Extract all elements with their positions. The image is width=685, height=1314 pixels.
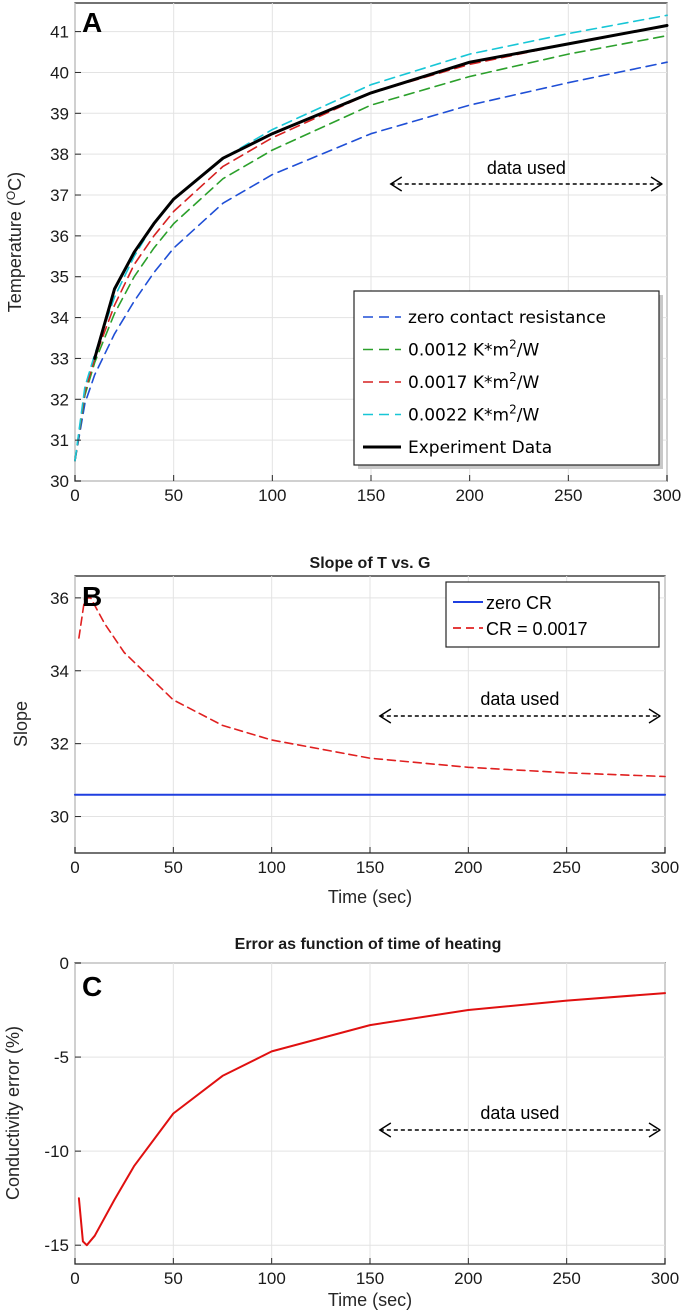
y-tick-label: 33 xyxy=(50,349,69,368)
y-tick-label: 0 xyxy=(60,954,69,973)
x-tick-label: 150 xyxy=(356,1269,384,1288)
x-tick-label: 100 xyxy=(257,1269,285,1288)
panel-b-ylabel: Slope xyxy=(11,701,31,747)
y-tick-label: 34 xyxy=(50,309,69,328)
panel-c-grid xyxy=(74,962,666,1264)
panel-b-data-used-annotation: data used xyxy=(378,689,661,724)
x-tick-label: 0 xyxy=(70,486,79,505)
panel-c-series xyxy=(77,992,666,1247)
x-tick-label: 150 xyxy=(357,486,385,505)
panel-c: Error as function of time of heating 0 50… xyxy=(3,936,679,1310)
panel-b-label: B xyxy=(82,581,102,612)
panel-b-series xyxy=(74,597,666,796)
legend-b-entry-label-1: CR = 0.0017 xyxy=(486,619,588,639)
x-tick-label: 200 xyxy=(455,486,483,505)
y-tick-label: 31 xyxy=(50,431,69,450)
panel-b-xlabel: Time (sec) xyxy=(328,887,412,907)
panel-b-legend: zero CR CR = 0.0017 xyxy=(445,581,660,648)
data-used-arrow-head-left xyxy=(389,176,403,192)
x-tick-label: 250 xyxy=(552,1269,580,1288)
panel-b-series-line-1 xyxy=(78,597,666,778)
y-tick-label: 37 xyxy=(50,186,69,205)
data-used-label: data used xyxy=(487,158,566,178)
x-tick-label: 200 xyxy=(454,858,482,877)
panel-b-title: Slope of T vs. G xyxy=(310,555,431,572)
y-tick-label: 32 xyxy=(50,390,69,409)
panel-a-series-line-3 xyxy=(74,14,668,462)
y-tick-label: 40 xyxy=(50,63,69,82)
y-tick-label: -15 xyxy=(44,1236,69,1255)
x-tick-label: 300 xyxy=(651,858,679,877)
x-tick-label: 50 xyxy=(164,1269,183,1288)
y-tick-label: 32 xyxy=(50,735,69,754)
data-used-arrow-head-right xyxy=(648,1122,661,1138)
panel-c-series-line-0 xyxy=(77,992,666,1247)
x-tick-label: 250 xyxy=(554,486,582,505)
x-tick-label: 0 xyxy=(70,1269,79,1288)
panel-a-series xyxy=(74,14,669,462)
panel-a-legend-box xyxy=(353,290,660,466)
x-tick-label: 300 xyxy=(651,1269,679,1288)
y-tick-label: 34 xyxy=(50,662,69,681)
x-tick-label: 50 xyxy=(164,486,183,505)
panel-a-legend: zero contact resistance 0.0012 K*m2/W 0.00… xyxy=(353,290,663,469)
x-tick-label: 100 xyxy=(258,486,286,505)
x-tick-label: 0 xyxy=(70,858,79,877)
y-tick-label: 36 xyxy=(50,589,69,608)
panel-b-legend-box xyxy=(445,581,660,648)
legend-entry-label-4: Experiment Data xyxy=(408,438,552,458)
panel-c-title: Error as function of time of heating xyxy=(235,936,502,953)
panel-a-data-used-annotation: data used xyxy=(389,158,663,192)
x-tick-label: 300 xyxy=(653,486,681,505)
panel-b-ticks: 0 50 100 150 200 250 300 30 32 34 36 xyxy=(50,589,679,877)
y-tick-label: 30 xyxy=(50,808,69,827)
x-tick-label: 250 xyxy=(552,858,580,877)
panel-b: Slope of T vs. G 0 50 100 150 200 250 300 30 32 3… xyxy=(11,555,679,907)
panel-a-label: A xyxy=(82,7,102,38)
panel-a-series-line-0 xyxy=(74,61,668,462)
data-used-label: data used xyxy=(480,689,559,709)
data-used-arrow-head-right xyxy=(650,176,663,192)
y-tick-label: -10 xyxy=(44,1142,69,1161)
data-used-arrow-head-left xyxy=(378,1122,392,1138)
y-tick-label: 30 xyxy=(50,472,69,491)
panel-a-series-line-1 xyxy=(74,34,668,462)
x-tick-label: 50 xyxy=(164,858,183,877)
y-tick-label: 39 xyxy=(50,104,69,123)
y-tick-label: 35 xyxy=(50,268,69,287)
panel-c-xlabel: Time (sec) xyxy=(328,1290,412,1310)
panel-a-series-line-4 xyxy=(93,24,669,360)
panel-c-ylabel: Conductivity error (%) xyxy=(3,1026,23,1200)
panel-c-ticks: 0 50 100 150 200 250 300 -15 -10 -5 0 xyxy=(44,954,679,1288)
legend-entry-label-2: 0.0017 K*m2/W xyxy=(408,370,539,393)
x-tick-label: 100 xyxy=(257,858,285,877)
panel-a-ticks: 0 50 100 150 200 250 300 30 31 32 33 34 35 36 37 38 39 40… xyxy=(50,23,681,505)
x-tick-label: 150 xyxy=(356,858,384,877)
legend-entry-label-3: 0.0022 K*m2/W xyxy=(408,403,539,426)
data-used-arrow-head-right xyxy=(648,708,661,724)
legend-b-entry-label-0: zero CR xyxy=(486,593,552,613)
panel-c-label: C xyxy=(82,971,102,1002)
y-tick-label: 41 xyxy=(50,23,69,42)
data-used-label: data used xyxy=(480,1103,559,1123)
panel-a: 0 50 100 150 200 250 300 30 31 32 33 34 35 36 37 38 39 40… xyxy=(4,2,681,505)
panel-c-data-used-annotation: data used xyxy=(378,1103,661,1138)
y-tick-label: 36 xyxy=(50,227,69,246)
legend-entry-label-0: zero contact resistance xyxy=(408,308,606,328)
data-used-arrow-head-left xyxy=(378,708,392,724)
panel-a-ylabel: Temperature (OC) xyxy=(4,172,25,312)
x-tick-label: 200 xyxy=(454,1269,482,1288)
y-tick-label: 38 xyxy=(50,145,69,164)
legend-entry-label-1: 0.0012 K*m2/W xyxy=(408,338,539,361)
y-tick-label: -5 xyxy=(54,1048,69,1067)
